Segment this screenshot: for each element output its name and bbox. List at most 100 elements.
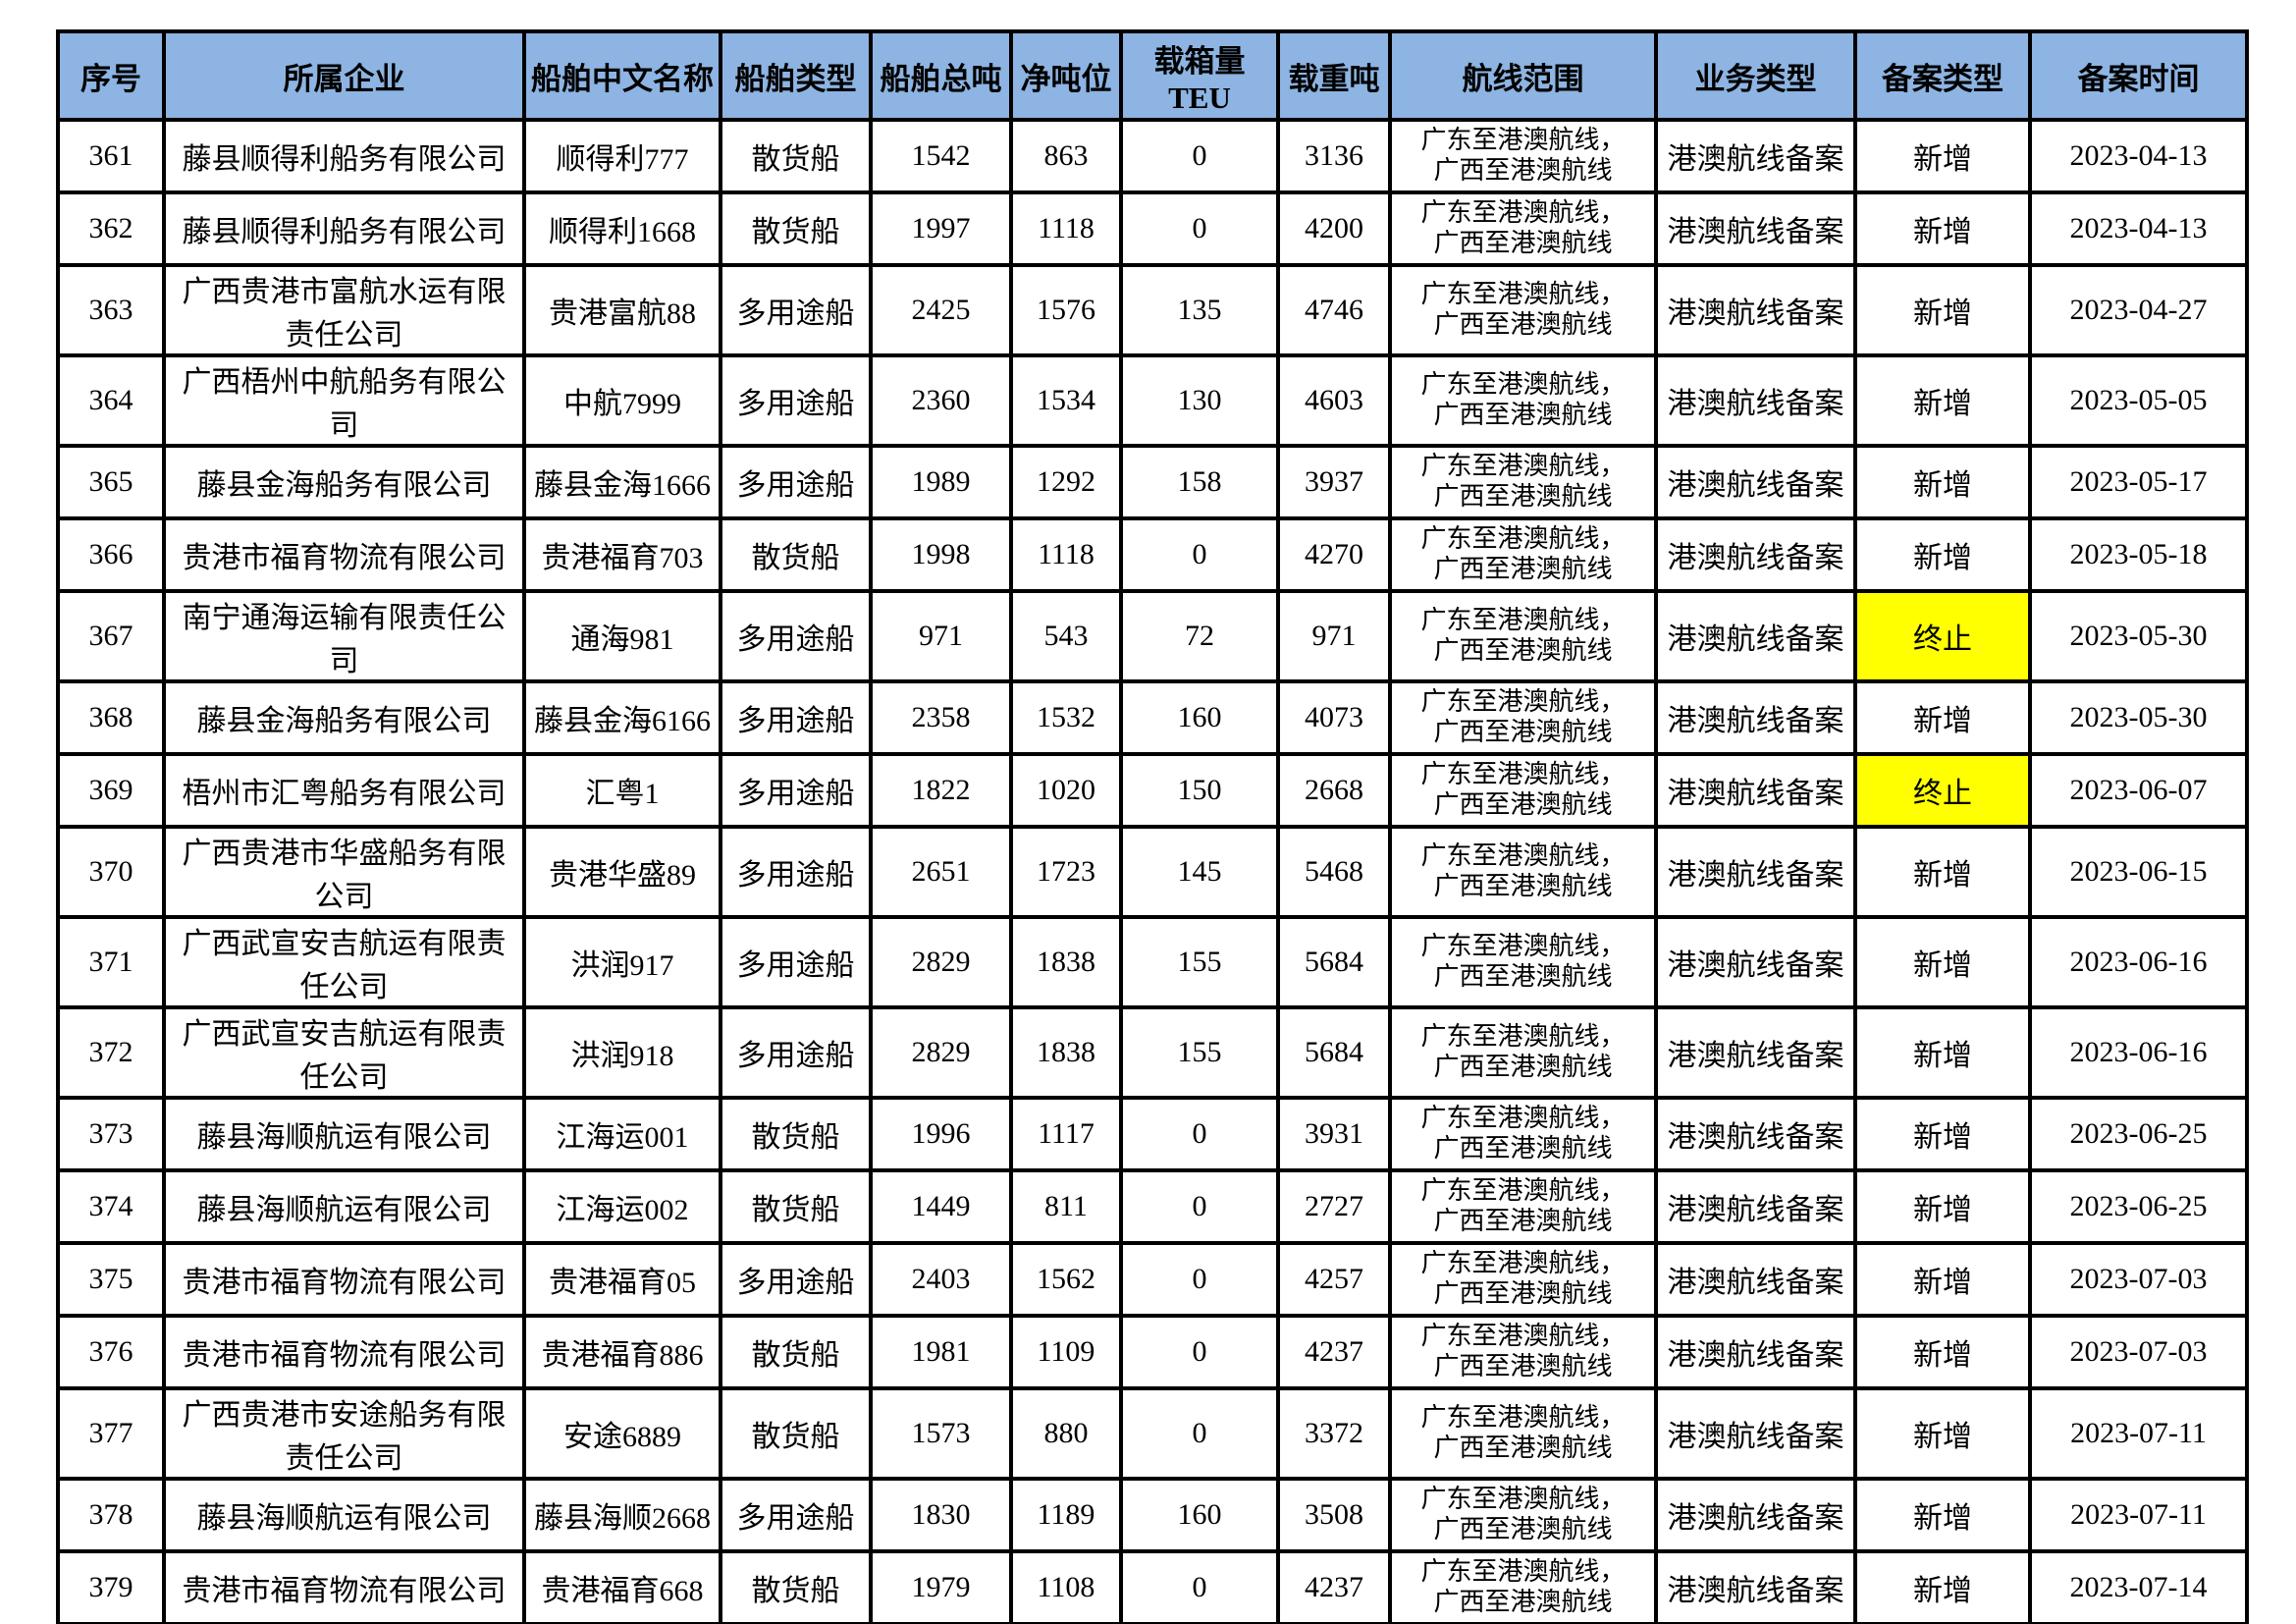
filing-type-cell: 新增 bbox=[1853, 1005, 2032, 1100]
business-type-cell: 港澳航线备案 bbox=[1654, 263, 1857, 357]
filing-type-cell: 新增 bbox=[1853, 1549, 2032, 1624]
route-cell: 广东至港澳航线， 广西至港澳航线 bbox=[1388, 752, 1658, 829]
business-type-cell: 港澳航线备案 bbox=[1654, 679, 1857, 756]
header-deadweight: 载重吨 bbox=[1276, 29, 1392, 122]
ship-name-cell: 顺得利777 bbox=[522, 118, 722, 194]
teu-cell: 0 bbox=[1119, 1386, 1280, 1481]
ship-type-cell: 多用途船 bbox=[719, 353, 873, 448]
gross-tonnage-cell: 971 bbox=[869, 589, 1013, 683]
net-tonnage-cell: 880 bbox=[1009, 1386, 1123, 1481]
ship-type-cell: 多用途船 bbox=[719, 915, 873, 1009]
table-row: 374 藤县海顺航运有限公司 江海运002 散货船 1449 811 0 2727 广东至港澳航… bbox=[56, 1168, 2249, 1245]
seq-cell: 375 bbox=[56, 1241, 166, 1318]
header-teu: 载箱量TEU bbox=[1119, 29, 1280, 122]
net-tonnage-cell: 1838 bbox=[1009, 1005, 1123, 1100]
company-cell: 广西武宣安吉航运有限责任公司 bbox=[162, 1005, 526, 1100]
business-type-cell: 港澳航线备案 bbox=[1654, 1241, 1857, 1318]
table-row: 371 广西武宣安吉航运有限责任公司 洪润917 多用途船 2829 1838 155 568… bbox=[56, 915, 2249, 1009]
header-ship-name: 船舶中文名称 bbox=[522, 29, 722, 122]
business-type-cell: 港澳航线备案 bbox=[1654, 353, 1857, 448]
seq-cell: 366 bbox=[56, 516, 166, 593]
table-row: 375 贵港市福育物流有限公司 贵港福育05 多用途船 2403 1562 0 4257 广东至… bbox=[56, 1241, 2249, 1318]
header-ship-type: 船舶类型 bbox=[719, 29, 873, 122]
filing-type-cell: 新增 bbox=[1853, 679, 2032, 756]
filing-date-cell: 2023-06-16 bbox=[2028, 915, 2249, 1009]
deadweight-cell: 2727 bbox=[1276, 1168, 1392, 1245]
seq-cell: 374 bbox=[56, 1168, 166, 1245]
seq-cell: 373 bbox=[56, 1096, 166, 1172]
company-cell: 广西贵港市华盛船务有限公司 bbox=[162, 825, 526, 919]
ship-type-cell: 多用途船 bbox=[719, 679, 873, 756]
teu-cell: 0 bbox=[1119, 1168, 1280, 1245]
ship-name-cell: 贵港福育703 bbox=[522, 516, 722, 593]
filing-date-cell: 2023-05-30 bbox=[2028, 589, 2249, 683]
company-cell: 广西梧州中航船务有限公司 bbox=[162, 353, 526, 448]
company-cell: 广西武宣安吉航运有限责任公司 bbox=[162, 915, 526, 1009]
route-cell: 广东至港澳航线， 广西至港澳航线 bbox=[1388, 1005, 1658, 1100]
seq-cell: 365 bbox=[56, 444, 166, 520]
company-cell: 藤县顺得利船务有限公司 bbox=[162, 118, 526, 194]
gross-tonnage-cell: 1981 bbox=[869, 1314, 1013, 1390]
net-tonnage-cell: 1020 bbox=[1009, 752, 1123, 829]
business-type-cell: 港澳航线备案 bbox=[1654, 752, 1857, 829]
filing-date-cell: 2023-05-30 bbox=[2028, 679, 2249, 756]
table-row: 376 贵港市福育物流有限公司 贵港福育886 散货船 1981 1109 0 4237 广东至… bbox=[56, 1314, 2249, 1390]
business-type-cell: 港澳航线备案 bbox=[1654, 190, 1857, 267]
deadweight-cell: 4237 bbox=[1276, 1549, 1392, 1624]
company-cell: 贵港市福育物流有限公司 bbox=[162, 1549, 526, 1624]
route-cell: 广东至港澳航线， 广西至港澳航线 bbox=[1388, 1549, 1658, 1624]
table-row: 362 藤县顺得利船务有限公司 顺得利1668 散货船 1997 1118 0 4200 广东至… bbox=[56, 190, 2249, 267]
gross-tonnage-cell: 2829 bbox=[869, 915, 1013, 1009]
net-tonnage-cell: 811 bbox=[1009, 1168, 1123, 1245]
net-tonnage-cell: 1534 bbox=[1009, 353, 1123, 448]
seq-cell: 361 bbox=[56, 118, 166, 194]
net-tonnage-cell: 1118 bbox=[1009, 516, 1123, 593]
company-cell: 藤县金海船务有限公司 bbox=[162, 444, 526, 520]
gross-tonnage-cell: 1979 bbox=[869, 1549, 1013, 1624]
header-business-type: 业务类型 bbox=[1654, 29, 1857, 122]
filing-date-cell: 2023-04-27 bbox=[2028, 263, 2249, 357]
net-tonnage-cell: 1292 bbox=[1009, 444, 1123, 520]
company-cell: 藤县海顺航运有限公司 bbox=[162, 1477, 526, 1553]
filing-date-cell: 2023-06-15 bbox=[2028, 825, 2249, 919]
header-filing-date: 备案时间 bbox=[2028, 29, 2249, 122]
ship-type-cell: 散货船 bbox=[719, 190, 873, 267]
filing-date-cell: 2023-06-25 bbox=[2028, 1096, 2249, 1172]
teu-cell: 160 bbox=[1119, 1477, 1280, 1553]
business-type-cell: 港澳航线备案 bbox=[1654, 516, 1857, 593]
ship-type-cell: 多用途船 bbox=[719, 444, 873, 520]
business-type-cell: 港澳航线备案 bbox=[1654, 1549, 1857, 1624]
route-cell: 广东至港澳航线， 广西至港澳航线 bbox=[1388, 915, 1658, 1009]
business-type-cell: 港澳航线备案 bbox=[1654, 825, 1857, 919]
net-tonnage-cell: 1532 bbox=[1009, 679, 1123, 756]
table-row: 365 藤县金海船务有限公司 藤县金海1666 多用途船 1989 1292 158 3937… bbox=[56, 444, 2249, 520]
gross-tonnage-cell: 1449 bbox=[869, 1168, 1013, 1245]
company-cell: 南宁通海运输有限责任公司 bbox=[162, 589, 526, 683]
filing-date-cell: 2023-05-17 bbox=[2028, 444, 2249, 520]
route-cell: 广东至港澳航线， 广西至港澳航线 bbox=[1388, 1386, 1658, 1481]
net-tonnage-cell: 543 bbox=[1009, 589, 1123, 683]
teu-cell: 0 bbox=[1119, 516, 1280, 593]
seq-cell: 370 bbox=[56, 825, 166, 919]
filing-type-cell: 新增 bbox=[1853, 444, 2032, 520]
teu-cell: 145 bbox=[1119, 825, 1280, 919]
ship-name-cell: 洪润917 bbox=[522, 915, 722, 1009]
filing-type-cell: 终止 bbox=[1853, 589, 2032, 683]
ship-type-cell: 多用途船 bbox=[719, 752, 873, 829]
filing-type-cell: 新增 bbox=[1853, 190, 2032, 267]
filing-date-cell: 2023-04-13 bbox=[2028, 190, 2249, 267]
filing-date-cell: 2023-04-13 bbox=[2028, 118, 2249, 194]
teu-cell: 0 bbox=[1119, 1314, 1280, 1390]
gross-tonnage-cell: 1822 bbox=[869, 752, 1013, 829]
business-type-cell: 港澳航线备案 bbox=[1654, 1168, 1857, 1245]
seq-cell: 379 bbox=[56, 1549, 166, 1624]
filing-type-cell: 新增 bbox=[1853, 915, 2032, 1009]
deadweight-cell: 3937 bbox=[1276, 444, 1392, 520]
ship-name-cell: 中航7999 bbox=[522, 353, 722, 448]
teu-cell: 160 bbox=[1119, 679, 1280, 756]
company-cell: 藤县海顺航运有限公司 bbox=[162, 1168, 526, 1245]
deadweight-cell: 3136 bbox=[1276, 118, 1392, 194]
deadweight-cell: 5684 bbox=[1276, 915, 1392, 1009]
deadweight-cell: 4073 bbox=[1276, 679, 1392, 756]
filing-type-cell: 新增 bbox=[1853, 263, 2032, 357]
